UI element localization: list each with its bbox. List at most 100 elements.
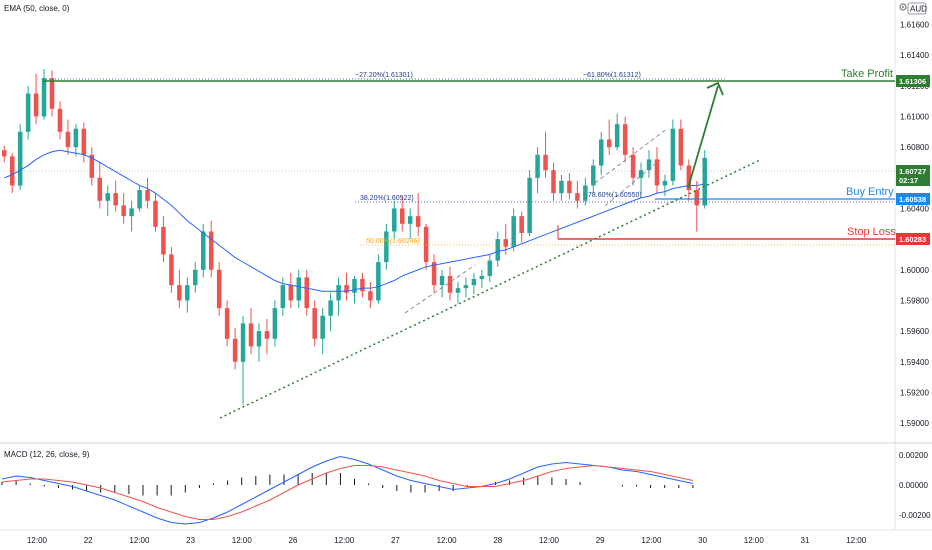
- candle-body: [129, 208, 134, 217]
- macd-tick-label: 0.00200: [899, 451, 928, 460]
- macd-tick-label: 0.00000: [899, 481, 928, 490]
- candle-body: [407, 216, 413, 224]
- time-tick-label: 12:00: [744, 536, 765, 545]
- candle-body: [320, 315, 325, 339]
- channel-line-lower: [404, 264, 476, 314]
- macd-axis: 0.00200 0.00000 -0.00200: [899, 451, 931, 520]
- candle-body: [543, 154, 548, 171]
- candle-body: [678, 128, 684, 166]
- svg-text:1.60727: 1.60727: [899, 167, 926, 176]
- candle-body: [185, 285, 190, 301]
- candle-body: [686, 165, 692, 191]
- svg-text:02:17: 02:17: [899, 176, 918, 185]
- time-tick-label: 12:00: [437, 536, 458, 545]
- price-tick-label: 1.59800: [900, 296, 929, 305]
- candle-body: [232, 338, 238, 362]
- candle-body: [113, 193, 118, 206]
- currency-badge[interactable]: AUD: [907, 2, 927, 15]
- channel-line-mid: [604, 159, 661, 207]
- projection-arrow-line: [687, 85, 719, 189]
- candle-body: [360, 278, 365, 292]
- candle-body: [89, 154, 95, 178]
- candle-body: [344, 285, 349, 293]
- channel-line-upper: [594, 127, 669, 184]
- candle-body: [296, 277, 302, 301]
- candle-body: [193, 269, 198, 286]
- projection-arrow-head: [706, 81, 724, 96]
- candle-body: [41, 78, 47, 117]
- price-tick-label: 1.59400: [900, 358, 929, 367]
- price-tick-label: 1.61400: [900, 51, 929, 60]
- candle-body: [447, 275, 453, 293]
- price-tick-label: 1.61000: [900, 112, 929, 121]
- candle-body: [606, 139, 612, 148]
- candle-body: [431, 262, 437, 286]
- time-tick-label: 12:00: [641, 536, 662, 545]
- take-profit-tag: 1.61306: [896, 75, 930, 87]
- time-tick-label: 12:00: [27, 536, 48, 545]
- candle-body: [599, 139, 604, 166]
- candle-body: [57, 108, 63, 132]
- candle-body: [201, 231, 206, 270]
- ema-indicator-label[interactable]: EMA (50, close, 0): [4, 4, 70, 13]
- stop-loss-tag: 1.60283: [896, 233, 930, 245]
- candle-body: [614, 124, 620, 148]
- candle-body: [177, 285, 182, 301]
- price-tick-label: 1.61600: [900, 21, 929, 30]
- candle-body: [336, 285, 341, 301]
- candle-body: [9, 156, 15, 186]
- candle-body: [264, 331, 270, 339]
- candle-body: [591, 165, 596, 186]
- candle-body: [423, 226, 429, 263]
- time-tick-label: 12:00: [334, 536, 355, 545]
- gear-icon[interactable]: [899, 3, 907, 11]
- candle-body: [280, 285, 286, 309]
- candle-body: [81, 128, 87, 155]
- candle-body: [415, 216, 421, 227]
- price-tick-label: 1.59600: [900, 327, 929, 336]
- ema-line: [4, 149, 705, 292]
- candle-body: [2, 150, 7, 157]
- stop-loss-label: Stop Loss: [847, 226, 896, 238]
- candle-body: [240, 323, 246, 362]
- buy-entry-tag: 1.60538: [896, 193, 930, 205]
- fib-382-label: 38.20%(1.60522): [360, 195, 414, 202]
- time-tick-label: 30: [698, 536, 707, 545]
- candle-body: [463, 285, 469, 289]
- candle-body: [519, 216, 524, 233]
- candle-body: [511, 216, 516, 247]
- macd-tick-label: -0.00200: [899, 511, 931, 520]
- svg-text:AUD: AUD: [910, 5, 927, 14]
- time-tick-label: 12:00: [539, 536, 560, 545]
- candle-body: [312, 308, 317, 339]
- fib-orange-label: 50.00%(1.60246): [366, 238, 420, 245]
- candle-body: [495, 239, 501, 261]
- candle-body: [145, 190, 150, 201]
- price-tick-label: 1.59000: [900, 419, 929, 428]
- candle-body: [169, 254, 174, 286]
- candle-body: [65, 131, 71, 148]
- candle-body: [105, 193, 110, 201]
- candle-body: [487, 260, 493, 276]
- time-tick-label: 26: [289, 536, 298, 545]
- time-tick-label: 22: [84, 536, 93, 545]
- macd-indicator-label[interactable]: MACD (12, 26, close, 9): [4, 450, 90, 459]
- macd-line: [1, 455, 694, 525]
- time-tick-label: 23: [186, 536, 195, 545]
- time-tick-label: 31: [801, 536, 810, 545]
- candle-body: [137, 190, 142, 209]
- time-tick-label: 12:00: [129, 536, 150, 545]
- candle-body: [392, 208, 397, 232]
- candle-body: [527, 177, 532, 233]
- candle-body: [121, 205, 126, 217]
- candle-body: [575, 193, 580, 201]
- candle-body: [670, 128, 676, 181]
- macd-signal-line: [1, 464, 694, 520]
- fib-top-left-label: −27.20%(1.61301): [355, 72, 413, 79]
- candle-body: [352, 278, 357, 293]
- macd-histogram: [1, 473, 694, 496]
- candlestick-series: [2, 68, 707, 405]
- candle-body: [376, 262, 381, 301]
- time-tick-label: 27: [391, 536, 400, 545]
